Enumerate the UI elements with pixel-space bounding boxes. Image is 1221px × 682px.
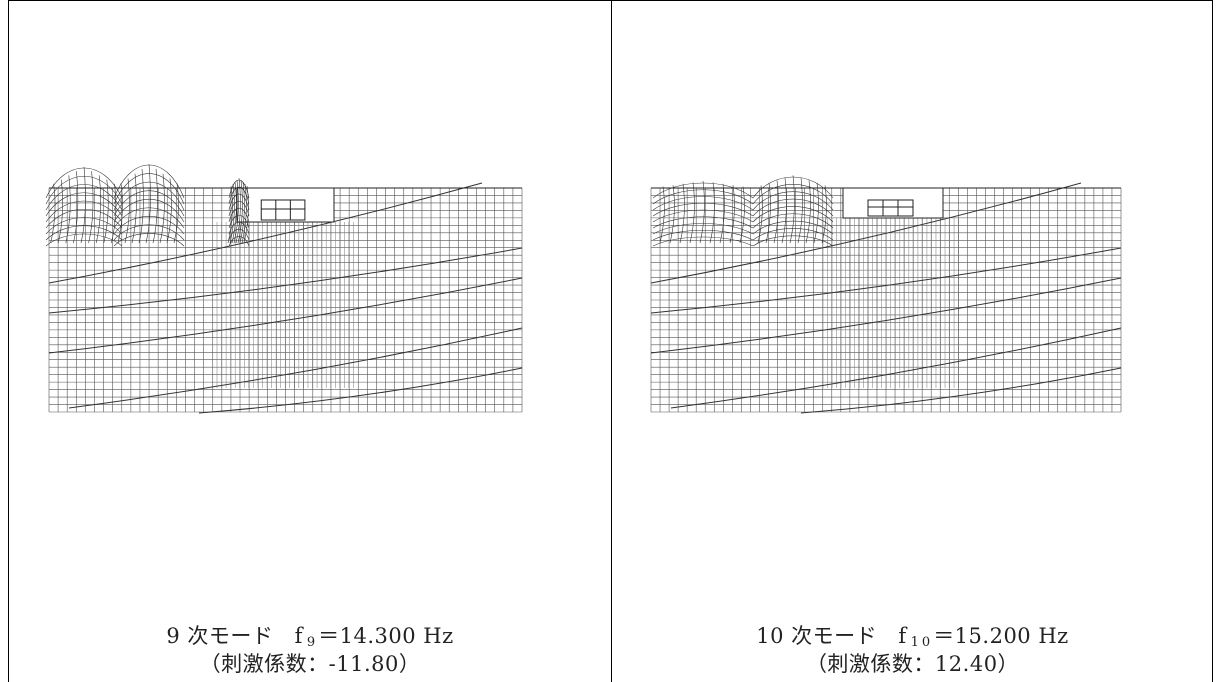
figure-frame <box>8 0 1213 682</box>
mode-10-freq-subscript: 10 <box>910 635 934 650</box>
mesh-grid <box>650 187 1122 413</box>
mesh-refined-zone <box>822 218 959 388</box>
mode-9-freq-subscript: 9 <box>306 635 319 650</box>
mode-10-participation-factor: （刺激係数：12.40） <box>805 652 1020 676</box>
mode-shape-mesh-9 <box>45 164 523 414</box>
mode-10-label: 10 次モード <box>756 624 878 648</box>
mode-10-freq-symbol: f <box>898 624 907 648</box>
structure-outline <box>842 187 944 219</box>
mesh-refined-zone <box>216 222 354 388</box>
mode-10-freq-value: ＝15.200 Hz <box>933 624 1069 648</box>
stratum-boundaries <box>650 182 1122 414</box>
panel-divider <box>611 0 612 682</box>
mode-9-participation-factor: （刺激係数：-11.80） <box>199 652 421 676</box>
structure-outline <box>236 187 335 223</box>
mode-9-freq-symbol: f <box>294 624 303 648</box>
mode-10-frequency-caption: 10 次モード f 10＝15.200 Hz <box>613 623 1212 656</box>
panel-mode-10: 10 次モード f 10＝15.200 Hz （刺激係数：12.40） <box>613 0 1212 682</box>
mode-9-frequency-caption: 9 次モード f 9＝14.300 Hz <box>9 623 611 656</box>
mode-shape-mesh-10 <box>650 175 1122 414</box>
panel-mode-9: 9 次モード f 9＝14.300 Hz （刺激係数：-11.80） <box>9 0 611 682</box>
mode-deformation <box>45 164 250 247</box>
mode-9-label: 9 次モード <box>166 624 274 648</box>
mode-9-freq-value: ＝14.300 Hz <box>318 624 454 648</box>
mode-deformation <box>652 175 834 247</box>
stratum-boundaries <box>48 182 523 414</box>
